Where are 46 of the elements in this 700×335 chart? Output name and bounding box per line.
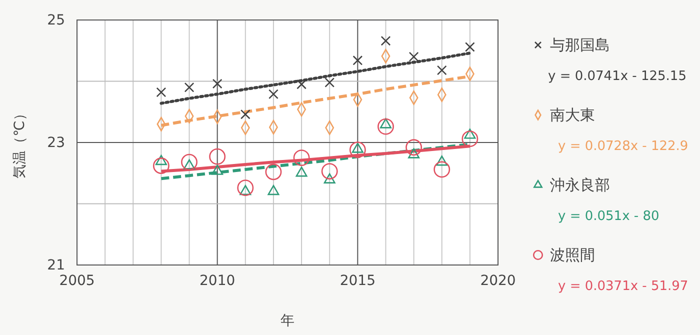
point: [408, 52, 419, 62]
point: [268, 89, 278, 100]
legend-label: 南大東: [550, 106, 595, 124]
point: [209, 148, 226, 165]
legend-label: 沖永良部: [550, 176, 610, 194]
x-tick-label: 2010: [200, 272, 236, 289]
point: [434, 161, 450, 178]
y-tick-label: 25: [47, 12, 65, 28]
point: [181, 154, 198, 170]
point: [436, 156, 448, 166]
point: [237, 180, 254, 196]
point: [349, 142, 366, 158]
y-tick-label: 23: [47, 134, 65, 151]
point: [152, 158, 170, 174]
legend-label: 与那国島: [550, 36, 610, 54]
legend-label: 波照間: [550, 246, 595, 264]
point: [324, 78, 335, 88]
point: [321, 163, 338, 180]
point: [212, 164, 224, 175]
text: y = 0.051x - 80: [558, 209, 660, 224]
point: [268, 184, 280, 196]
point: [352, 55, 363, 66]
x-tick-label: 2005: [59, 272, 95, 289]
point: [436, 65, 447, 76]
x-tick-label: 2020: [480, 272, 516, 289]
point: [212, 78, 222, 89]
y-tick-label: 21: [47, 257, 65, 274]
point: [380, 36, 391, 46]
point: [464, 42, 475, 52]
point: [462, 130, 478, 148]
point: [156, 87, 166, 98]
x-tick-label: 2015: [340, 272, 376, 289]
point: [378, 118, 394, 135]
point: [406, 139, 422, 156]
point: [265, 164, 282, 180]
point: [184, 82, 194, 92]
text: y = 0.0741x - 125.15: [548, 69, 686, 84]
point: [296, 79, 306, 90]
point: [240, 109, 250, 120]
text: y = 0.0728x - 122.9: [558, 139, 688, 154]
text: y = 0.0371x - 51.97: [558, 279, 688, 294]
point: [293, 150, 310, 166]
point: [324, 173, 336, 184]
x-axis-title: 年: [280, 313, 294, 329]
y-axis-title: 気温（℃）: [12, 106, 28, 178]
point: [296, 166, 308, 177]
